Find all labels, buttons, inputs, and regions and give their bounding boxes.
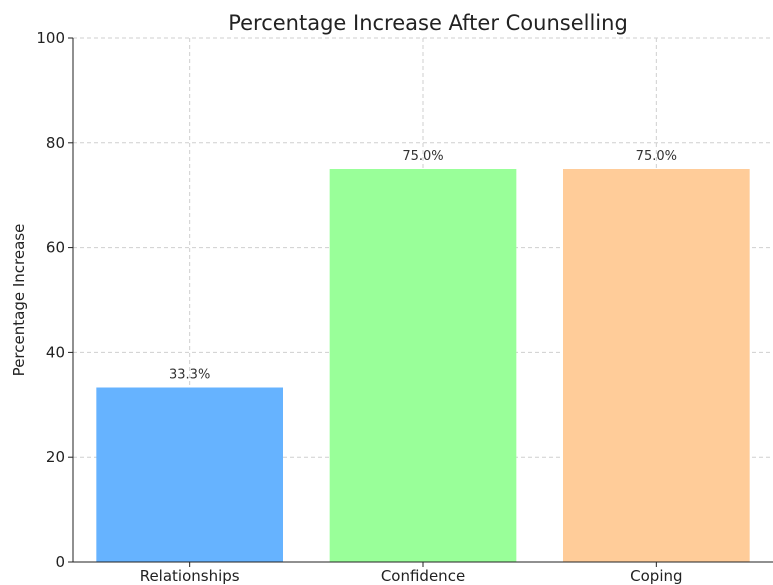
y-tick-label: 100: [36, 29, 65, 47]
bars: [96, 169, 750, 562]
bar-relationships: [96, 387, 283, 562]
data-label-confidence: 75.0%: [402, 149, 443, 164]
data-label-relationships: 33.3%: [169, 368, 210, 383]
y-axis-label: Percentage Increase: [10, 224, 28, 377]
y-tick-label: 0: [55, 553, 65, 571]
bar-confidence: [329, 169, 517, 562]
chart-title: Percentage Increase After Counselling: [228, 11, 628, 35]
x-tick-label-coping: Coping: [630, 567, 682, 585]
y-tick-label: 80: [46, 134, 65, 152]
axes: 0 20 40 60 80 100 Relationships Confidence Copin…: [36, 29, 773, 585]
data-label-coping: 75.0%: [636, 149, 677, 164]
y-tick-label: 40: [46, 343, 65, 361]
y-tick-label: 60: [46, 239, 65, 257]
bar-coping: [563, 169, 750, 562]
data-labels: 33.3% 75.0% 75.0%: [169, 149, 677, 383]
x-tick-label-relationships: Relationships: [140, 567, 240, 585]
y-tick-label: 20: [46, 448, 65, 466]
x-tick-label-confidence: Confidence: [381, 567, 465, 585]
